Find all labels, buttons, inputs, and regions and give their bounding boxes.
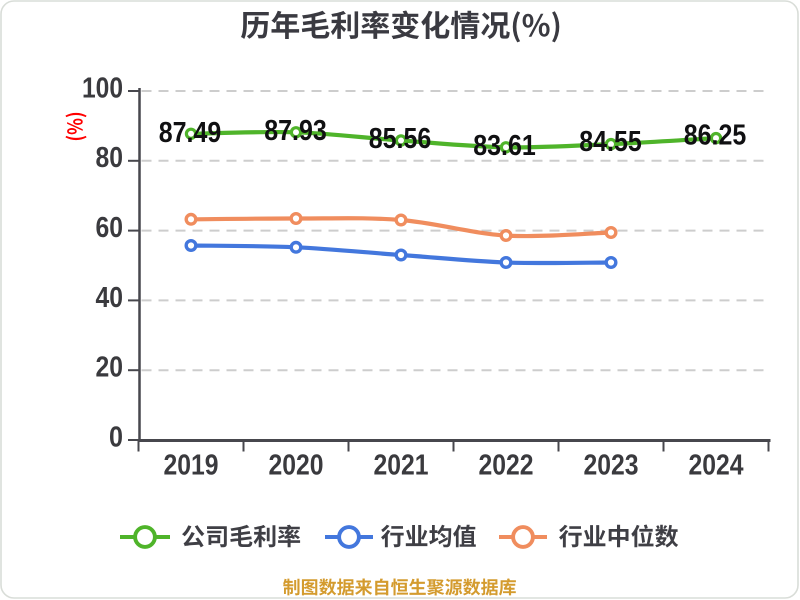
svg-text:86.25: 86.25 bbox=[684, 119, 747, 151]
svg-text:100: 100 bbox=[82, 72, 123, 104]
svg-text:80: 80 bbox=[96, 142, 124, 174]
svg-text:60: 60 bbox=[96, 212, 124, 244]
svg-text:2023: 2023 bbox=[584, 450, 639, 482]
svg-text:2021: 2021 bbox=[374, 450, 429, 482]
svg-text:2022: 2022 bbox=[479, 450, 534, 482]
svg-text:0: 0 bbox=[109, 421, 123, 453]
svg-text:85.56: 85.56 bbox=[369, 123, 432, 155]
svg-text:87.93: 87.93 bbox=[264, 115, 327, 147]
svg-text:83.61: 83.61 bbox=[473, 130, 536, 162]
svg-text:40: 40 bbox=[96, 282, 124, 314]
svg-text:2020: 2020 bbox=[269, 450, 324, 482]
svg-text:20: 20 bbox=[96, 352, 124, 384]
svg-text:87.49: 87.49 bbox=[159, 117, 222, 149]
svg-text:2024: 2024 bbox=[689, 450, 744, 482]
svg-text:84.55: 84.55 bbox=[579, 126, 642, 158]
svg-text:2019: 2019 bbox=[164, 450, 219, 482]
